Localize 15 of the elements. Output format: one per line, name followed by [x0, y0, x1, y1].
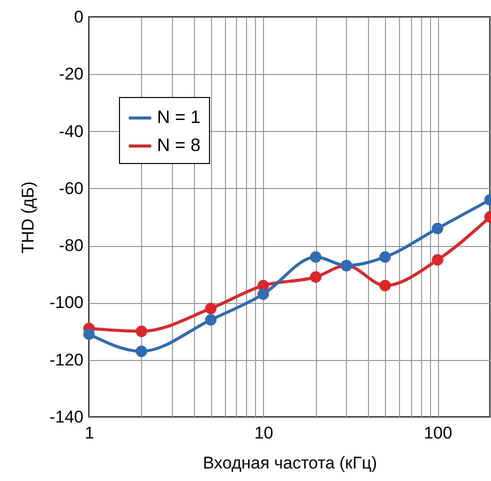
y-axis-title: THD (дБ) [18, 181, 38, 254]
y-tick-label: -120 [49, 350, 84, 370]
y-tick-label: -20 [58, 64, 84, 84]
x-tick-label: 1 [84, 424, 94, 442]
y-tick-label: -100 [49, 293, 84, 312]
x-tick-label: 100 [424, 424, 452, 442]
y-tick-label: -80 [58, 236, 84, 256]
y-tick-label: -60 [58, 178, 84, 198]
y-tick-label: -40 [58, 122, 84, 141]
x-tick-label: 10 [254, 424, 274, 442]
x-axis-title: Входная частота (кГц) [202, 454, 378, 472]
legend-label: N = 8 [157, 135, 201, 155]
y-tick-label: -140 [49, 408, 84, 426]
y-tick-label: 0 [74, 8, 84, 26]
legend-label: N = 1 [157, 107, 201, 127]
